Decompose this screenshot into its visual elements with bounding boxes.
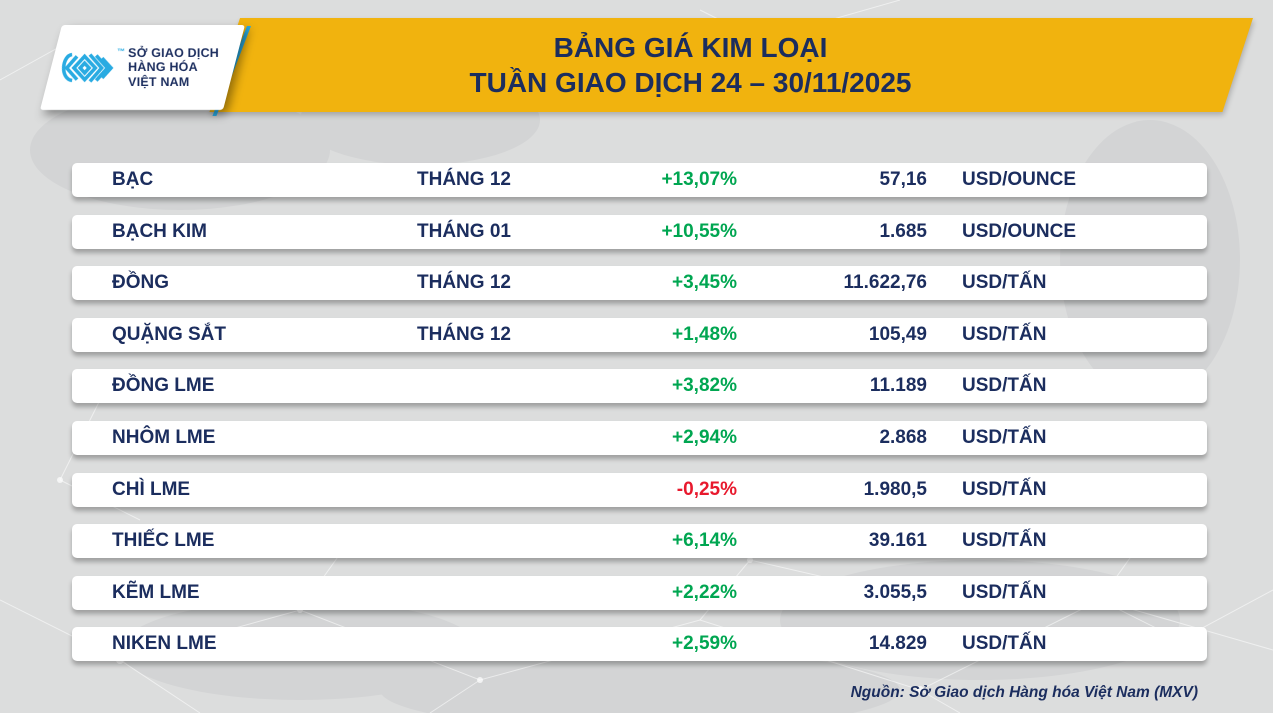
percent-change: +2,22% (672, 581, 737, 603)
trademark-symbol: ™ (117, 47, 126, 56)
price-value: 39.161 (868, 530, 927, 552)
table-row: BẠC THÁNG 12 +13,07% 57,16 USD/OUNCE (72, 163, 1207, 197)
table-row: QUẶNG SẮT THÁNG 12 +1,48% 105,49 USD/TẤN (72, 317, 1207, 352)
logo-org-name: SỞ GIAO DỊCH HÀNG HÓA VIỆT NAM (128, 46, 219, 89)
logo-org-line3: VIỆT NAM (128, 74, 190, 89)
logo-org-line2: HÀNG HÓA (128, 60, 198, 75)
percent-change: +3,82% (672, 375, 737, 397)
page-title: BẢNG GIÁ KIM LOẠI (553, 32, 828, 63)
price-unit: USD/TẤN (962, 272, 1047, 294)
commodity-name: KẼM LME (112, 581, 200, 603)
percent-change: +6,14% (672, 530, 737, 552)
table-row: CHÌ LME -0,25% 1.980,5 USD/TẤN (72, 472, 1207, 507)
percent-change: +13,07% (661, 169, 737, 190)
table-row: NHÔM LME +2,94% 2.868 USD/TẤN (72, 420, 1207, 455)
table-row: ĐỒNG LME +3,82% 11.189 USD/TẤN (72, 369, 1207, 404)
commodity-name: QUẶNG SẮT (112, 323, 226, 345)
percent-change: +3,45% (672, 272, 737, 294)
price-value: 2.868 (879, 426, 927, 448)
commodity-name: BẠC (112, 169, 154, 190)
percent-change: +10,55% (661, 220, 737, 242)
title-banner: BẢNG GIÁ KIM LOẠI TUẦN GIAO DỊCH 24 – 30… (209, 18, 1254, 112)
contract-month: THÁNG 01 (417, 220, 511, 242)
percent-change: -0,25% (676, 478, 737, 500)
price-unit: USD/OUNCE (962, 220, 1077, 242)
mxv-logo-icon (61, 52, 114, 83)
commodity-name: THIẾC LME (112, 530, 215, 552)
commodity-name: NHÔM LME (112, 426, 216, 448)
price-unit: USD/TẤN (962, 530, 1047, 552)
logo-org-line1: SỞ GIAO DỊCH (128, 45, 219, 60)
price-unit: USD/TẤN (962, 323, 1047, 345)
price-unit: USD/TẤN (962, 426, 1047, 448)
table-row: NIKEN LME +2,59% 14.829 USD/TẤN (72, 627, 1207, 662)
contract-month: THÁNG 12 (417, 169, 511, 190)
price-table: BẠC THÁNG 12 +13,07% 57,16 USD/OUNCE BẠC… (72, 163, 1207, 679)
price-unit: USD/TẤN (962, 478, 1047, 500)
price-value: 1.980,5 (863, 478, 927, 500)
price-value: 14.829 (868, 633, 927, 655)
price-unit: USD/TẤN (962, 633, 1047, 655)
table-row: BẠCH KIM THÁNG 01 +10,55% 1.685 USD/OUNC… (72, 214, 1207, 249)
percent-change: +2,94% (672, 426, 737, 448)
price-value: 105,49 (868, 323, 927, 345)
commodity-name: ĐỒNG (112, 272, 169, 294)
commodity-name: NIKEN LME (112, 633, 217, 655)
page-subtitle: TUẦN GIAO DỊCH 24 – 30/11/2025 (469, 67, 912, 98)
commodity-name: CHÌ LME (112, 478, 191, 500)
price-unit: USD/OUNCE (962, 169, 1077, 190)
commodity-name: BẠCH KIM (112, 220, 207, 242)
price-value: 11.189 (869, 375, 927, 397)
source-note: Nguồn: Sở Giao dịch Hàng hóa Việt Nam (M… (850, 684, 1198, 701)
price-unit: USD/TẤN (962, 581, 1047, 603)
percent-change: +2,59% (672, 633, 737, 655)
table-row: THIẾC LME +6,14% 39.161 USD/TẤN (72, 524, 1207, 559)
table-row: KẼM LME +2,22% 3.055,5 USD/TẤN (72, 575, 1207, 610)
price-value: 11.622,76 (843, 272, 927, 294)
contract-month: THÁNG 12 (417, 272, 511, 294)
price-value: 57,16 (879, 169, 927, 190)
mxv-logo: ™ SỞ GIAO DỊCH HÀNG HÓA VIỆT NAM (40, 25, 245, 110)
price-value: 1.685 (879, 220, 927, 242)
price-unit: USD/TẤN (962, 375, 1047, 397)
table-row: ĐỒNG THÁNG 12 +3,45% 11.622,76 USD/TẤN (72, 266, 1207, 301)
price-value: 3.055,5 (863, 581, 927, 603)
commodity-name: ĐỒNG LME (112, 375, 215, 397)
percent-change: +1,48% (672, 323, 737, 345)
contract-month: THÁNG 12 (417, 323, 511, 345)
